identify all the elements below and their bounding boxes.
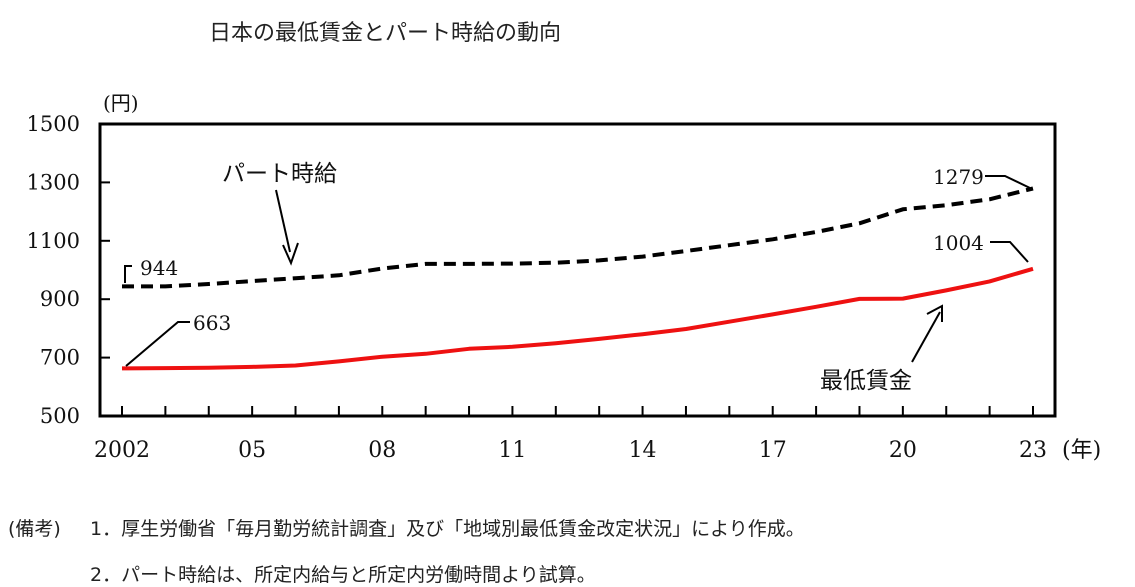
arrow-min-wage-head bbox=[926, 304, 943, 322]
line-chart: 日本の最低賃金とパート時給の動向 (円) (年) 1500 1300 1100 900… bbox=[27, 21, 1102, 463]
chart-title: 日本の最低賃金とパート時給の動向 bbox=[209, 21, 561, 46]
series-line-1 bbox=[121, 266, 1034, 371]
x-tick-label: 08 bbox=[368, 438, 396, 463]
arrow-part-wage-shaft bbox=[275, 189, 291, 253]
series-label-min-wage: 最低賃金 bbox=[820, 368, 912, 394]
x-tick-label: 2002 bbox=[94, 438, 150, 463]
x-tick-label: 11 bbox=[498, 438, 526, 463]
note-2: 2．パート時給は、所定内給与と所定内労働時間より試算。 bbox=[90, 564, 596, 586]
label-part-wage: パート時給 bbox=[222, 161, 337, 266]
leader-1279 bbox=[985, 175, 1031, 189]
annotation-1004: 1004 bbox=[933, 231, 1029, 263]
note-1: 1．厚生労働省「毎月勤労統計調査」及び「地域別最低賃金改定状況」により作成。 bbox=[90, 518, 805, 540]
x-axis-label: (年) bbox=[1062, 438, 1101, 463]
arrow-part-wage-head bbox=[282, 242, 299, 266]
annotation-944: 944 bbox=[124, 256, 178, 283]
notes-label: (備考) bbox=[8, 518, 61, 540]
x-tick-label: 20 bbox=[889, 438, 917, 463]
annotation-663: 663 bbox=[125, 311, 231, 367]
label-min-wage: 最低賃金 bbox=[820, 304, 943, 394]
y-tick-label: 700 bbox=[40, 346, 80, 370]
y-tick-label: 1300 bbox=[27, 170, 80, 194]
value-label-944: 944 bbox=[140, 256, 178, 280]
y-axis-label: (円) bbox=[103, 91, 139, 115]
series-label-part-wage: パート時給 bbox=[222, 161, 337, 187]
leader-663 bbox=[125, 321, 190, 367]
y-tick-label: 900 bbox=[40, 287, 80, 311]
y-tick-label: 500 bbox=[40, 404, 80, 428]
value-label-1279: 1279 bbox=[933, 165, 984, 189]
series-lines bbox=[121, 186, 1034, 371]
y-tick-label: 1100 bbox=[27, 229, 80, 253]
arrow-min-wage-shaft bbox=[911, 311, 941, 363]
y-tick-label: 1500 bbox=[27, 112, 80, 136]
series-line-0 bbox=[122, 186, 1034, 289]
value-label-1004: 1004 bbox=[933, 231, 984, 255]
x-ticks: 2002 05 08 11 14 17 20 23 bbox=[94, 406, 1047, 463]
x-tick-label: 14 bbox=[629, 438, 657, 463]
x-tick-label: 23 bbox=[1019, 438, 1047, 463]
leader-1004 bbox=[990, 241, 1029, 263]
y-ticks: 1500 1300 1100 900 700 500 bbox=[27, 112, 110, 428]
x-tick-label: 17 bbox=[759, 438, 787, 463]
value-label-663: 663 bbox=[193, 311, 231, 335]
x-tick-label: 05 bbox=[238, 438, 266, 463]
leader-944 bbox=[124, 265, 132, 283]
annotation-1279: 1279 bbox=[933, 165, 1031, 189]
